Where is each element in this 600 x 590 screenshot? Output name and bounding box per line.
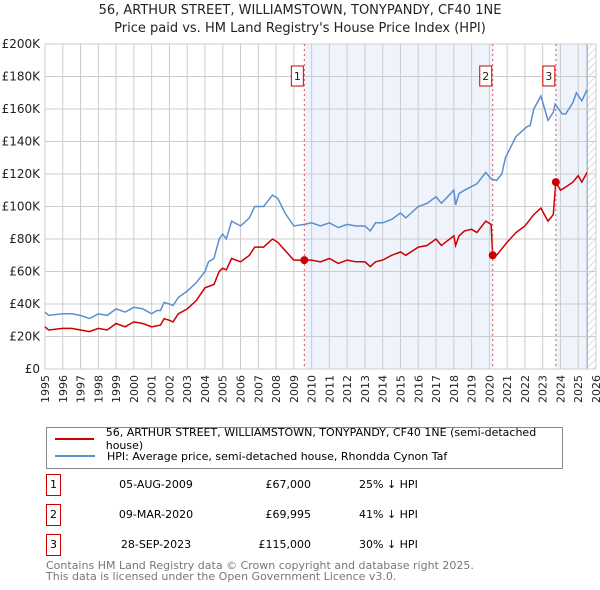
x-tick-label: 2005 bbox=[217, 375, 230, 403]
y-tick-label: £20K bbox=[9, 330, 41, 344]
sale-row: 2 09-MAR-2020 £69,995 41% ↓ HPI bbox=[46, 504, 546, 526]
x-tick-label: 2026 bbox=[590, 375, 600, 403]
price-paid-line bbox=[44, 172, 588, 333]
x-tick-label: 2022 bbox=[519, 375, 532, 403]
sale-number: 1 bbox=[46, 474, 61, 496]
y-tick-label: £0 bbox=[25, 362, 40, 376]
sale-hpi-diff: 30% ↓ HPI bbox=[359, 538, 418, 551]
y-tick-label: £180K bbox=[2, 70, 42, 84]
x-tick-label: 2021 bbox=[501, 375, 514, 403]
x-tick-label: 1997 bbox=[75, 375, 88, 403]
y-tick-label: £200K bbox=[2, 37, 42, 51]
x-tick-label: 1998 bbox=[92, 375, 105, 403]
x-tick-label: 2000 bbox=[128, 375, 141, 403]
x-tick-label: 2014 bbox=[377, 375, 390, 403]
x-tick-label: 2018 bbox=[448, 375, 461, 403]
sale-label-number: 3 bbox=[545, 70, 552, 83]
y-tick-label: £60K bbox=[9, 265, 41, 279]
x-tick-label: 2009 bbox=[288, 375, 301, 403]
legend-label-price: 56, ARTHUR STREET, WILLIAMSTOWN, TONYPAN… bbox=[105, 426, 537, 452]
plot-area: 1 2 3 1995 1996 1997 1998 1999 2000 2001 2002 2003 2… bbox=[2, 37, 600, 403]
y-tick-label: £100K bbox=[2, 200, 42, 214]
x-tick-label: 2012 bbox=[341, 375, 354, 403]
x-tick-label: 1999 bbox=[110, 375, 123, 403]
sale-date: 28-SEP-2023 bbox=[120, 538, 192, 551]
sale-label-box bbox=[290, 65, 304, 87]
sale-price: £69,995 bbox=[265, 508, 312, 521]
sale-label-box bbox=[479, 65, 493, 87]
legend-label-hpi: HPI: Average price, semi-detached house,… bbox=[107, 449, 448, 463]
sale-number: 2 bbox=[46, 504, 61, 526]
y-tick-label: £40K bbox=[9, 297, 41, 311]
sale-row: 1 05-AUG-2009 £67,000 25% ↓ HPI bbox=[46, 474, 546, 496]
sale-label-number: 1 bbox=[294, 70, 301, 83]
x-tick-label: 2020 bbox=[483, 375, 496, 403]
chart-subtitle: Price paid vs. HM Land Registry's House … bbox=[114, 21, 486, 36]
x-tick-label: 2023 bbox=[537, 375, 550, 403]
x-tick-label: 2019 bbox=[466, 375, 479, 403]
hpi-line bbox=[44, 89, 588, 320]
legend-swatch-hpi bbox=[55, 455, 95, 457]
x-tick-label: 2011 bbox=[323, 375, 336, 403]
sale-point bbox=[488, 251, 497, 260]
sale-price: £115,000 bbox=[258, 538, 312, 551]
legend-swatch-price bbox=[55, 438, 94, 440]
x-tick-label: 1996 bbox=[57, 375, 70, 403]
x-tick-label: 2016 bbox=[412, 375, 425, 403]
y-tick-label: £140K bbox=[2, 135, 42, 149]
x-tick-label: 1995 bbox=[39, 375, 52, 403]
chart-title: 56, ARTHUR STREET, WILLIAMSTOWN, TONYPAN… bbox=[98, 3, 502, 18]
x-tick-label: 2024 bbox=[554, 375, 567, 403]
x-tick-label: 2010 bbox=[306, 375, 319, 403]
sale-label-number: 2 bbox=[482, 70, 489, 83]
sale-hpi-diff: 25% ↓ HPI bbox=[359, 478, 418, 491]
y-tick-label: £80K bbox=[9, 232, 41, 246]
sale-number: 3 bbox=[46, 534, 61, 556]
sale-row: 3 28-SEP-2023 £115,000 30% ↓ HPI bbox=[46, 534, 546, 556]
x-tick-label: 2003 bbox=[181, 375, 194, 403]
x-tick-label: 2001 bbox=[146, 375, 159, 403]
sale-point bbox=[300, 256, 309, 265]
x-tick-label: 2002 bbox=[163, 375, 176, 403]
footer-licence: This data is licensed under the Open Gov… bbox=[46, 570, 397, 583]
sale-label-box bbox=[542, 65, 556, 87]
sale-hpi-diff: 41% ↓ HPI bbox=[359, 508, 418, 521]
x-tick-label: 2006 bbox=[235, 375, 248, 403]
x-tick-label: 2015 bbox=[394, 375, 407, 403]
sale-date: 09-MAR-2020 bbox=[118, 508, 194, 521]
sale-date: 05-AUG-2009 bbox=[119, 478, 193, 491]
x-tick-label: 2017 bbox=[430, 375, 443, 403]
footer-copyright: Contains HM Land Registry data © Crown c… bbox=[46, 559, 474, 572]
x-tick-label: 2013 bbox=[359, 375, 372, 403]
y-tick-label: £120K bbox=[2, 167, 42, 181]
x-tick-label: 2004 bbox=[199, 375, 212, 403]
sale-point bbox=[551, 178, 560, 187]
y-tick-label: £160K bbox=[2, 102, 42, 116]
x-tick-label: 2007 bbox=[252, 375, 265, 403]
x-tick-label: 2008 bbox=[270, 375, 283, 403]
sale-price: £67,000 bbox=[265, 478, 312, 491]
x-tick-label: 2025 bbox=[572, 375, 585, 403]
legend: 56, ARTHUR STREET, WILLIAMSTOWN, TONYPAN… bbox=[46, 426, 563, 469]
